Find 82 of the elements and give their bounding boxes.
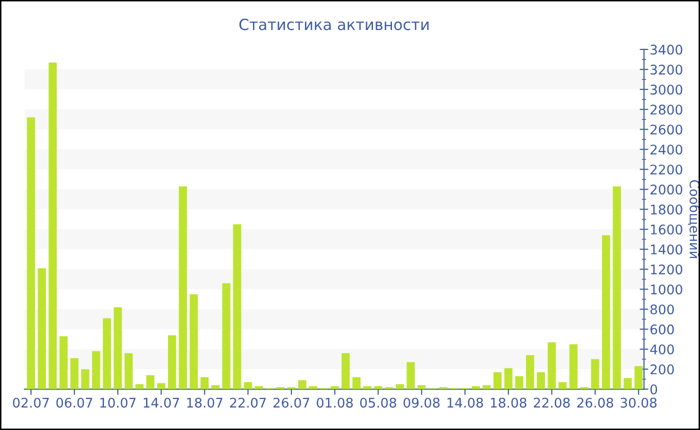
y-tick-label: 400 [650, 344, 674, 354]
x-tick-label: 01.08 [316, 398, 353, 408]
bar [548, 342, 556, 390]
y-tick-label: 1200 [651, 264, 682, 274]
bar [298, 380, 306, 390]
x-tick-label: 18.08 [490, 398, 526, 408]
x-tick-label: 05.08 [360, 398, 396, 408]
y-tick-label: 200 [650, 364, 674, 374]
x-tick-label: 18.07 [187, 398, 222, 408]
x-tick-label: 14.08 [448, 398, 483, 408]
bar [211, 385, 220, 390]
bar [26, 117, 36, 390]
y-tick-label: 1800 [651, 204, 682, 215]
chart-title: Статистика активности [239, 18, 429, 30]
bar [146, 375, 154, 390]
y-tick-label: 2600 [650, 124, 682, 135]
y-tick-label: 1000 [651, 284, 682, 294]
x-tick-label: 26.08 [577, 398, 614, 408]
bar [591, 359, 600, 390]
y-tick-label: 3400 [650, 44, 682, 55]
y-tick-label: 2400 [650, 144, 682, 155]
bar [124, 353, 133, 390]
y-tick-label: 2800 [650, 104, 682, 115]
bar [222, 283, 230, 390]
y-tick-label: 0 [650, 384, 658, 394]
bar [330, 386, 339, 390]
bar [482, 385, 491, 390]
bar [493, 372, 502, 390]
y-tick-label: 1400 [651, 244, 682, 254]
bar [363, 386, 372, 390]
bar [624, 378, 632, 390]
x-tick-label: 09.08 [404, 398, 440, 408]
y-tick-label: 600 [650, 324, 674, 334]
y-tick-label: 2200 [650, 164, 682, 175]
bar [168, 335, 176, 390]
bar [102, 318, 112, 390]
bar [602, 235, 610, 390]
y-tick-label: 1600 [651, 224, 682, 234]
x-tick-label: 10.07 [100, 398, 136, 408]
bar [309, 386, 318, 390]
x-tick-label: 02.07 [12, 398, 49, 408]
bar [70, 358, 78, 390]
bar [515, 376, 524, 390]
bar [114, 307, 122, 390]
y-axis-title: Сообщений [688, 180, 700, 258]
x-tick-label: 14.07 [144, 398, 179, 408]
bar [233, 224, 242, 390]
y-tick-label: 800 [650, 304, 674, 314]
bar [254, 386, 263, 390]
bar [178, 186, 187, 390]
bar [190, 294, 198, 390]
bar [526, 355, 534, 390]
bar [406, 362, 415, 390]
bar [472, 386, 480, 390]
y-tick-label: 2000 [650, 184, 682, 195]
bar [92, 351, 100, 390]
x-tick-label: 30.08 [620, 398, 657, 408]
bar [612, 186, 621, 390]
bar [504, 368, 512, 390]
bar [536, 372, 545, 390]
bar [342, 353, 350, 390]
bar [48, 62, 57, 390]
bar [157, 383, 166, 390]
bar [569, 344, 578, 390]
x-tick-label: 22.08 [534, 398, 570, 408]
bar [135, 384, 144, 390]
bar [634, 366, 643, 390]
bar [418, 385, 426, 390]
bar [81, 369, 90, 390]
y-tick-label: 3200 [650, 64, 682, 75]
y-tick-label: 3000 [650, 84, 682, 95]
bar [59, 336, 68, 390]
x-tick-label: 06.07 [56, 398, 92, 408]
bar [396, 384, 404, 390]
bar [200, 377, 209, 390]
x-tick-label: 22.07 [230, 398, 266, 408]
x-tick-label: 26.07 [273, 398, 310, 408]
bar [38, 268, 46, 390]
bar [374, 386, 382, 390]
bar [558, 382, 567, 390]
bar [352, 377, 361, 390]
bar [244, 382, 252, 390]
